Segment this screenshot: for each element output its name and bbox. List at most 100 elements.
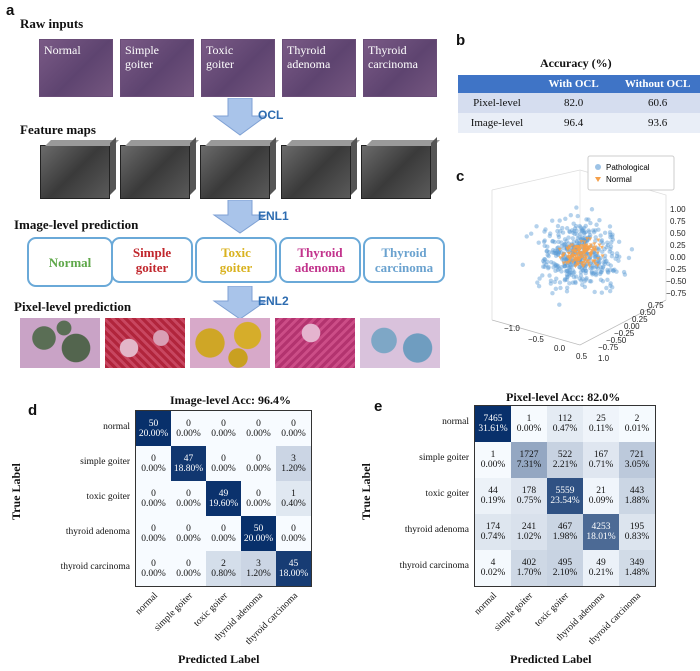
raw-tile-label: Simple goiter bbox=[125, 43, 160, 71]
scatter-point-normal bbox=[567, 257, 572, 262]
scatter-point-pathological bbox=[555, 264, 560, 270]
cm-percent: 1.20% bbox=[246, 568, 271, 579]
cm-cell: 4 0.02% bbox=[475, 550, 511, 586]
scatter-point-pathological bbox=[593, 254, 598, 260]
tick-label: −1.0 bbox=[504, 324, 520, 333]
scatter-point-pathological bbox=[578, 231, 583, 237]
cm-cell: 495 2.10% bbox=[547, 550, 583, 586]
scatter-point-pathological bbox=[598, 233, 603, 238]
cm-percent: 0.47% bbox=[552, 424, 578, 434]
scatter-point-pathological bbox=[548, 231, 553, 236]
cm-cell: 0 0.00% bbox=[206, 516, 241, 551]
scatter-point-pathological bbox=[608, 246, 613, 252]
feature-map bbox=[281, 145, 351, 199]
scatter-point-normal bbox=[570, 243, 575, 247]
raw-tile-thyroid-carcinoma: Thyroid carcinoma bbox=[363, 39, 437, 97]
cm-percent: 0.00% bbox=[516, 424, 542, 434]
scatter-point-pathological bbox=[580, 268, 585, 273]
scatter-point-normal bbox=[582, 249, 587, 253]
feature-map bbox=[120, 145, 190, 199]
scatter-point-pathological bbox=[578, 270, 584, 275]
scatter-point-normal bbox=[593, 245, 598, 250]
cm-percent: 0.75% bbox=[516, 496, 542, 506]
scatter-point-pathological bbox=[542, 238, 547, 243]
scatter-point-pathological bbox=[604, 285, 609, 291]
scatter-point-pathological bbox=[605, 269, 611, 274]
cm-cell: 0 0.00% bbox=[241, 481, 276, 516]
scatter-point-pathological bbox=[579, 228, 585, 233]
cm-count: 174 bbox=[485, 522, 501, 532]
scatter-point-pathological bbox=[563, 269, 569, 274]
cm-percent: 20.00% bbox=[243, 533, 274, 544]
scatter-point-pathological bbox=[605, 277, 610, 283]
scatter-point-pathological bbox=[547, 249, 552, 255]
raw-tile-label: Thyroid carcinoma bbox=[368, 43, 418, 71]
cm-percent: 18.00% bbox=[278, 568, 309, 579]
scatter-point-pathological bbox=[593, 269, 599, 274]
cm-cell: 0 0.00% bbox=[171, 516, 206, 551]
scatter-point-normal bbox=[596, 238, 601, 243]
cm-d-xlabel: Predicted Label bbox=[178, 652, 260, 666]
scatter-point-normal bbox=[576, 257, 581, 262]
scatter-point-pathological bbox=[596, 247, 601, 252]
scatter-point-pathological bbox=[587, 278, 593, 284]
scatter-point-pathological bbox=[583, 270, 588, 276]
scatter-point-pathological bbox=[577, 276, 582, 281]
confusion-matrix-image-level: 50 20.00% 0 0.00% 0 0.00% 0 0.00% 0 0.00% 0 0.00% 47… bbox=[135, 410, 312, 587]
scatter-point-pathological bbox=[537, 276, 542, 281]
scatter-point-normal bbox=[565, 247, 570, 252]
scatter-point-normal bbox=[588, 245, 593, 249]
cm-percent: 2.10% bbox=[552, 568, 578, 578]
cm-e-xlabel: Predicted Label bbox=[510, 652, 592, 666]
cm-count: 721 bbox=[629, 450, 645, 460]
cm-cell: 349 1.48% bbox=[619, 550, 655, 586]
table-row: Image-level 96.4 93.6 bbox=[458, 113, 700, 133]
cm-count: 0 bbox=[186, 558, 191, 569]
scatter-point-pathological bbox=[599, 290, 605, 295]
scatter-point-pathological bbox=[541, 264, 546, 269]
scatter-point-normal bbox=[582, 240, 587, 244]
scatter-point-pathological bbox=[592, 251, 597, 256]
cm-count: 0 bbox=[291, 418, 296, 429]
scatter-point-pathological bbox=[564, 277, 569, 282]
scatter-point-normal bbox=[572, 247, 577, 251]
scatter-point-pathological bbox=[593, 272, 599, 278]
cm-count: 1 bbox=[526, 414, 532, 424]
scatter-point-pathological bbox=[592, 254, 597, 260]
cm-count: 0 bbox=[151, 558, 156, 569]
cm-cell: 241 1.02% bbox=[511, 514, 547, 550]
table-header: Without OCL bbox=[611, 75, 700, 93]
pred-box-toxic-goiter: Toxic goiter bbox=[195, 237, 277, 283]
scatter-point-pathological bbox=[591, 265, 596, 270]
raw-tile-simple-goiter: Simple goiter bbox=[120, 39, 194, 97]
scatter-point-pathological bbox=[580, 226, 585, 232]
scatter-point-pathological bbox=[548, 278, 554, 283]
tick-label: −0.75 bbox=[666, 289, 687, 298]
cm-percent: 23.54% bbox=[550, 496, 580, 506]
scatter-point-normal bbox=[588, 237, 593, 241]
scatter-point-pathological bbox=[574, 239, 579, 244]
scatter-point-pathological bbox=[583, 229, 588, 235]
scatter-point-pathological bbox=[580, 282, 585, 287]
scatter-point-pathological bbox=[520, 262, 526, 268]
scatter-point-pathological bbox=[553, 268, 558, 274]
cm-cell: 1 0.40% bbox=[276, 481, 311, 516]
scatter-point-pathological bbox=[573, 274, 579, 279]
cm-count: 241 bbox=[521, 522, 537, 532]
scatter-point-pathological bbox=[599, 238, 605, 243]
table-header: With OCL bbox=[535, 75, 612, 93]
scatter-point-pathological bbox=[547, 273, 552, 278]
cm-col-label: thyroid carcinoma bbox=[243, 591, 300, 648]
scatter-point-normal bbox=[575, 245, 580, 249]
scatter-point-pathological bbox=[544, 249, 549, 254]
cm-count: 0 bbox=[221, 453, 226, 464]
cm-percent: 0.00% bbox=[176, 498, 201, 509]
cm-count: 349 bbox=[629, 558, 645, 568]
scatter-point-pathological bbox=[543, 227, 548, 232]
cm-cell: 402 1.70% bbox=[511, 550, 547, 586]
legend-box bbox=[587, 155, 675, 191]
cm-cell: 0 0.00% bbox=[241, 411, 276, 446]
tick-label: 0.00 bbox=[670, 253, 686, 262]
cm-row-label: simple goiter bbox=[80, 456, 130, 467]
scatter-point-pathological bbox=[598, 265, 604, 270]
